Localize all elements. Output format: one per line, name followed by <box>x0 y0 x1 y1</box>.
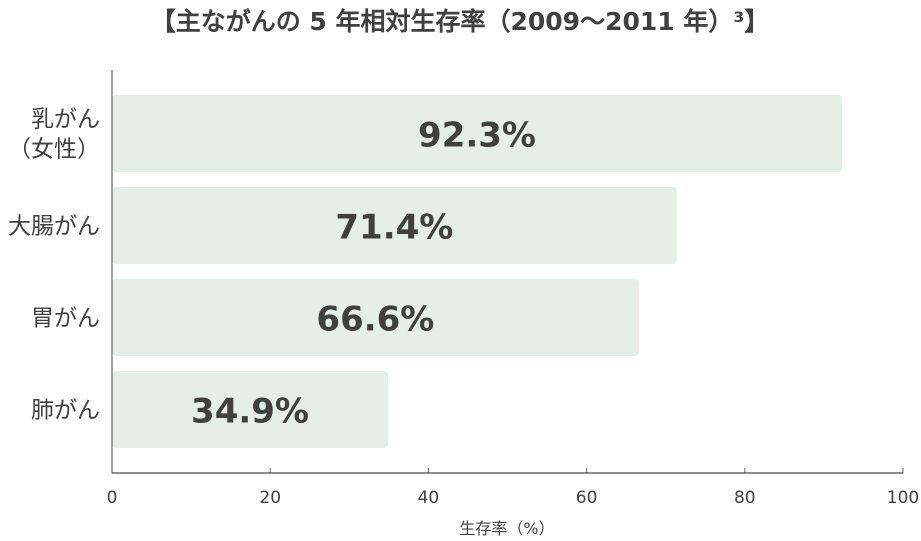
category-label: 胃がん <box>31 306 100 332</box>
bar <box>112 279 639 356</box>
bar <box>112 95 843 172</box>
x-tick-label: 40 <box>418 488 440 508</box>
x-tick-label: 20 <box>259 488 281 508</box>
chart-title: 【主ながんの 5 年相対生存率（2009～2011 年）³】 <box>151 7 770 36</box>
x-tick-label: 0 <box>107 488 118 508</box>
category-label: （女性） <box>8 137 100 163</box>
category-label: 大腸がん <box>8 214 100 240</box>
category-label: 乳がん <box>31 107 100 133</box>
data-label: 92.3% <box>418 116 536 156</box>
data-label: 34.9% <box>191 392 309 432</box>
x-tick-label: 60 <box>576 488 598 508</box>
bar <box>112 187 677 264</box>
data-label: 71.4% <box>335 208 453 248</box>
bar <box>112 371 389 448</box>
x-tick-label: 100 <box>887 488 919 508</box>
category-label: 肺がん <box>31 398 100 424</box>
x-axis-label: 生存率（%） <box>459 519 554 538</box>
data-label: 66.6% <box>316 300 434 340</box>
x-tick-label: 80 <box>734 488 756 508</box>
